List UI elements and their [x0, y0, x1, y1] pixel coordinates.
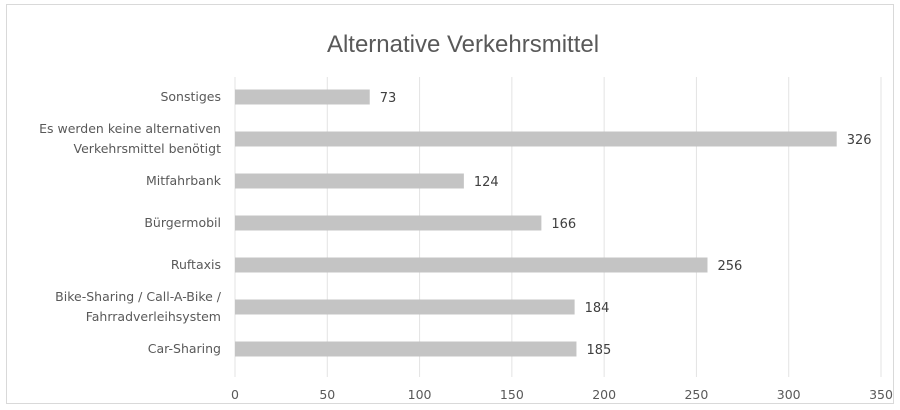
bar	[235, 89, 370, 105]
x-tick-label: 300	[777, 387, 801, 402]
x-tick-label: 100	[408, 387, 432, 402]
category-label: Bike-Sharing / Call-A-Bike /	[55, 289, 222, 304]
data-labels: 73 326 124 166 256 184 185	[380, 91, 872, 358]
category-label: Mitfahrbank	[146, 173, 222, 188]
chart-frame: Alternative Verkehrsmittel Sonstiges Es w…	[6, 4, 894, 404]
bar	[235, 215, 542, 231]
x-axis-tick-labels: 0 50 100 150 200 250 300 350	[231, 387, 893, 402]
x-tick-label: 0	[231, 387, 239, 402]
bars	[235, 89, 837, 357]
bar	[235, 299, 575, 315]
category-label: Es werden keine alternativen	[39, 121, 221, 136]
category-label: Verkehrsmittel benötigt	[74, 141, 222, 156]
x-tick-label: 250	[684, 387, 708, 402]
data-label: 166	[551, 217, 576, 232]
x-tick-label: 200	[592, 387, 616, 402]
category-label: Car-Sharing	[148, 341, 221, 356]
bar	[235, 173, 464, 189]
chart-title: Alternative Verkehrsmittel	[327, 31, 599, 58]
data-label: 124	[474, 175, 499, 190]
x-tick-label: 150	[500, 387, 524, 402]
x-tick-label: 350	[869, 387, 893, 402]
category-label: Sonstiges	[160, 89, 221, 104]
category-labels: Sonstiges Es werden keine alternativen Ver…	[39, 89, 222, 356]
data-label: 73	[380, 91, 397, 106]
bar	[235, 131, 837, 147]
category-label: Ruftaxis	[171, 257, 221, 272]
x-tick-label: 50	[319, 387, 335, 402]
data-label: 185	[586, 343, 611, 358]
data-label: 326	[847, 133, 872, 148]
data-label: 184	[585, 301, 610, 316]
bar	[235, 341, 577, 357]
bar-chart: Alternative Verkehrsmittel Sonstiges Es w…	[39, 31, 893, 402]
category-label: Bürgermobil	[144, 215, 221, 230]
bar	[235, 257, 708, 273]
category-label: Fahrradverleihsystem	[86, 309, 221, 324]
data-label: 256	[718, 259, 743, 274]
